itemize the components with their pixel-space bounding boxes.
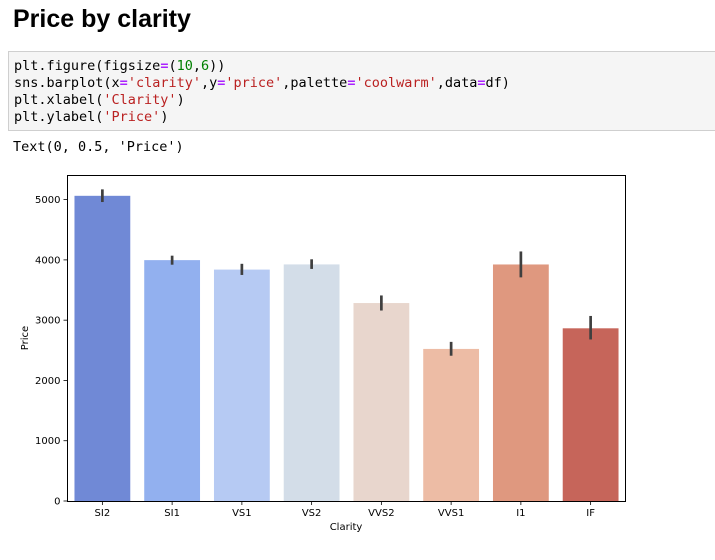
bars-layer (74, 195, 619, 502)
page-heading: Price by clarity (13, 5, 191, 33)
x-tick-label: VVS1 (438, 508, 464, 519)
x-tick-label: SI2 (95, 508, 111, 519)
x-axis-title: Clarity (330, 522, 363, 533)
error-bars-layer (101, 189, 592, 356)
x-tick-label: SI1 (164, 508, 180, 519)
y-tick-label: 0 (54, 497, 60, 508)
y-tick-label: 5000 (35, 195, 60, 206)
x-tick-label: I1 (516, 508, 525, 519)
code-line-ylabel: plt.ylabel('Price') (14, 109, 169, 125)
x-tick-label: VS2 (302, 508, 322, 519)
bar-i1 (492, 264, 549, 501)
y-axis-title: Price (20, 326, 31, 350)
code-line-barplot: sns.barplot(x='clarity',y='price',palett… (14, 75, 510, 91)
y-axis: 0 1000 2000 3000 4000 5000 (35, 195, 68, 508)
bar-vs2 (283, 264, 340, 501)
code-line-figure: plt.figure(figsize=(10,6)) (14, 58, 226, 74)
bar-vvs2 (353, 303, 410, 501)
bar-chart: 0 1000 2000 3000 4000 5000 SI2 SI1 VS1 VS2 VVS2 VV… (20, 175, 626, 533)
code-cell[interactable]: plt.figure(figsize=(10,6)) sns.barplot(x… (8, 51, 715, 131)
y-tick-label: 3000 (35, 316, 60, 327)
bar-if (562, 328, 619, 501)
y-tick-label: 1000 (35, 436, 60, 447)
code-line-xlabel: plt.xlabel('Clarity') (14, 92, 185, 108)
bar-vvs1 (423, 348, 480, 501)
x-tick-label: VS1 (232, 508, 252, 519)
bar-si1 (144, 260, 201, 501)
x-tick-label: IF (586, 508, 595, 519)
bar-si2 (74, 195, 131, 502)
x-axis: SI2 SI1 VS1 VS2 VVS2 VVS1 I1 IF (95, 501, 595, 519)
plot-frame (67, 175, 626, 502)
cell-output-text: Text(0, 0.5, 'Price') (13, 139, 184, 155)
y-tick-label: 2000 (35, 376, 60, 387)
y-tick-label: 4000 (35, 255, 60, 266)
x-tick-label: VVS2 (368, 508, 394, 519)
bar-vs1 (213, 269, 270, 501)
